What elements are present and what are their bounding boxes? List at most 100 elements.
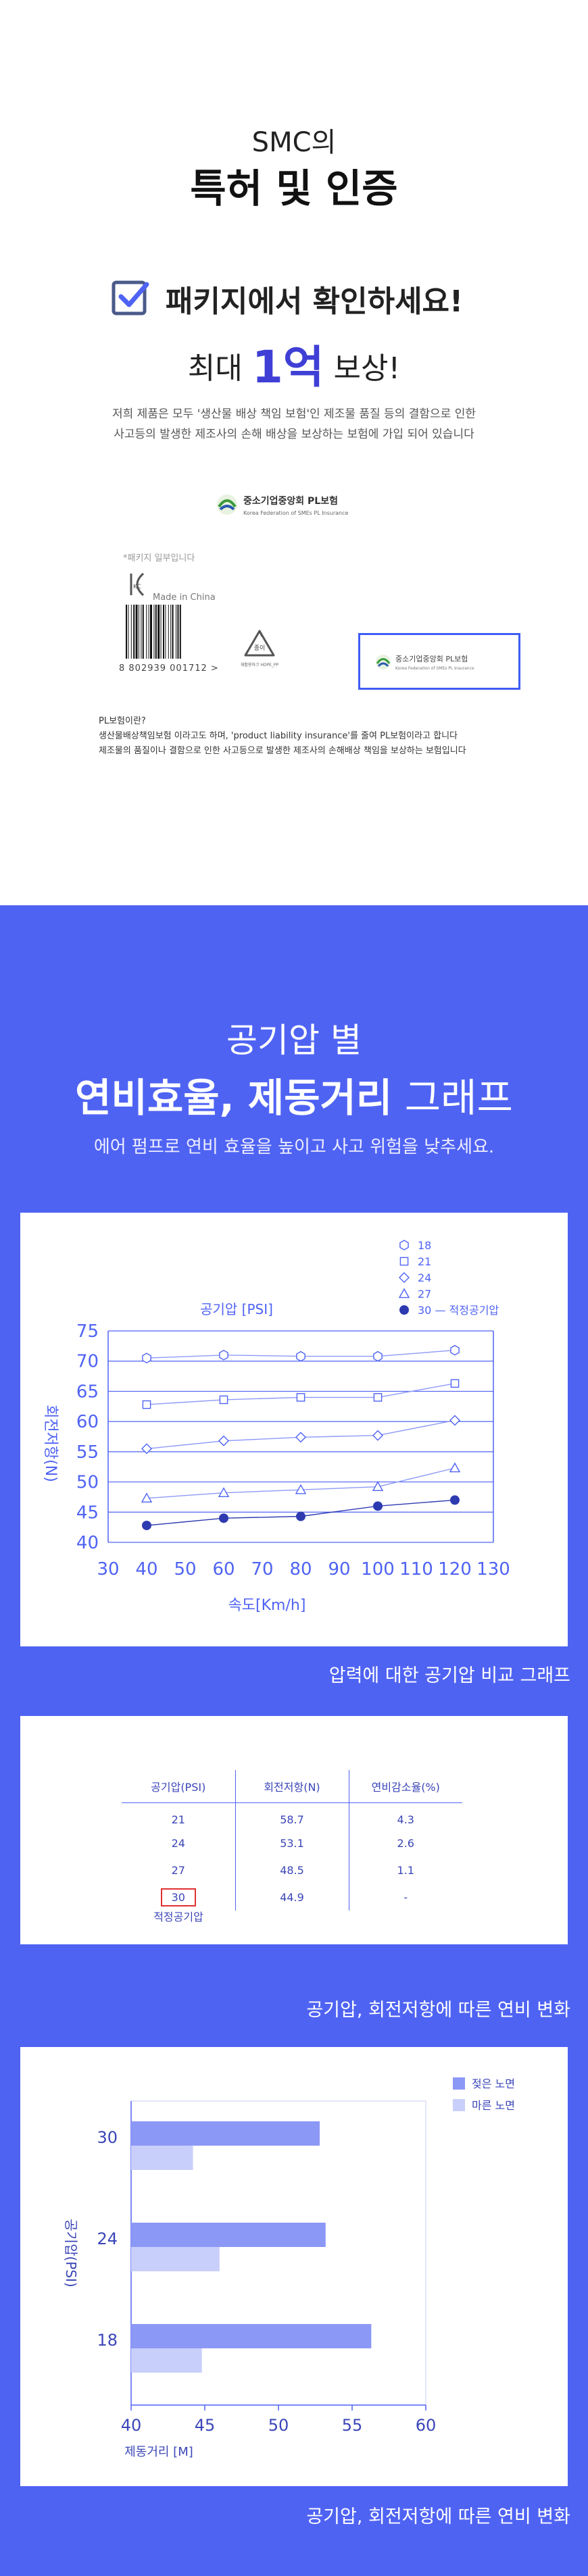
bar-마른 노면 <box>131 2247 220 2271</box>
x-tick-label: 45 <box>195 2416 216 2435</box>
data-point <box>450 1379 460 1388</box>
brand-label: SMC의 <box>251 127 337 158</box>
table-row: 21 58.7 4.3 <box>122 1802 462 1829</box>
barcode-bar <box>160 605 162 659</box>
x-tick-label: 40 <box>135 1559 157 1580</box>
x-tick-label: 55 <box>342 2416 363 2435</box>
table-cell-highlight: 30 <box>122 1884 235 1911</box>
pl-insurance-logo-small: 중소기업중앙회 PL보험 Korea Federation of SMEs PL… <box>376 655 474 671</box>
table-row: 24 53.1 2.6 <box>122 1829 462 1857</box>
svg-text:KC: KC <box>133 584 141 590</box>
barcode-bar <box>172 605 174 659</box>
legend-label: 24 <box>418 1271 431 1284</box>
reward-prefix: 최대 <box>187 351 252 386</box>
table-cell: 4.3 <box>348 1802 462 1829</box>
chart-caption-1: 압력에 대한 공기압 비교 그래프 <box>328 1665 570 1686</box>
data-point <box>141 1492 153 1503</box>
data-point <box>373 1501 383 1511</box>
legend-label: 젖은 노면 <box>472 2077 515 2090</box>
data-point <box>372 1430 383 1441</box>
svg-text:중소기업중앙회 PL보험: 중소기업중앙회 PL보험 <box>395 655 468 663</box>
svg-text:재활용마크 HDPE_PP: 재활용마크 HDPE_PP <box>241 662 279 667</box>
x-tick-label: 30 <box>97 1559 119 1580</box>
table-row: 30 44.9 - <box>122 1884 462 1911</box>
legend-marker <box>399 1272 410 1283</box>
bar-마른 노면 <box>131 2348 202 2373</box>
section-description: 에어 펌프로 연비 효율을 높이고 사고 위험을 낮추세요. <box>93 1137 495 1157</box>
table-header: 연비감소율(%) <box>348 1770 462 1803</box>
y-tick-label: 60 <box>76 1412 99 1432</box>
pressure-resistance-table: 공기압(PSI) 회전저항(N) 연비감소율(%) 21 58.7 4.3 24… <box>122 1770 462 1911</box>
table-cell: 48.5 <box>235 1857 349 1884</box>
package-note: *패키지 일부입니다 <box>123 553 195 563</box>
table-cell: 1.1 <box>348 1857 462 1884</box>
x-tick-label: 40 <box>121 2416 142 2435</box>
bar-젖은 노면 <box>131 2121 320 2146</box>
barcode-bar <box>153 605 155 659</box>
barcode-number: 8 802939 001712 > <box>119 663 219 674</box>
svg-text:Korea Federation of SMEs PL In: Korea Federation of SMEs PL Insurance <box>395 666 474 671</box>
package-check-heading: 패키지에서 확인하세요! <box>165 284 464 319</box>
barcode-bar <box>168 605 169 659</box>
bar-젖은 노면 <box>131 2223 326 2247</box>
data-point <box>295 1484 307 1494</box>
y-axis-label: 공기압(PSI) <box>63 2219 79 2287</box>
table-cell: 27 <box>171 1863 185 1877</box>
table-header: 회전저항(N) <box>235 1770 349 1803</box>
barcode-bar <box>165 605 166 659</box>
pl-insurance-explanation: PL보험이란? 생산물배상책임보험 이라고도 하며, 'product liab… <box>99 716 466 756</box>
legend-label: 21 <box>418 1255 431 1268</box>
table-cell: 21 <box>171 1813 185 1826</box>
x-tick-label: 50 <box>268 2416 289 2435</box>
y-tick-label: 40 <box>76 1533 99 1553</box>
x-tick-label: 90 <box>328 1559 350 1580</box>
legend-marker <box>399 1257 409 1266</box>
x-tick-label: 80 <box>289 1559 312 1580</box>
barcode-bar <box>179 605 181 659</box>
data-point <box>296 1350 305 1362</box>
legend-label: 18 <box>418 1239 431 1252</box>
series-27 <box>141 1462 461 1503</box>
x-tick-label: 60 <box>212 1559 235 1580</box>
certification-section: SMC의 특허 및 인증 패키지에서 확인하세요! 최대 1억 보상! 저희 제… <box>0 0 588 905</box>
legend-marker <box>399 1305 410 1315</box>
data-point <box>373 1350 383 1362</box>
chart-legend: 18 21 24 27 30 — 적정공기압 <box>398 1239 499 1317</box>
y-tick-label: 50 <box>76 1473 99 1493</box>
x-tick-label: 50 <box>174 1559 196 1580</box>
page-title: 특허 및 인증 <box>190 166 398 211</box>
chart-title: 공기압 [PSI] <box>200 1301 273 1317</box>
table-cell: 44.9 <box>235 1884 349 1911</box>
legend-label: 마른 노면 <box>472 2099 515 2112</box>
legend-swatch <box>453 2077 465 2090</box>
made-in-label: Made in China <box>153 592 216 603</box>
data-point <box>218 1435 229 1446</box>
series-30 — 적정공기압 <box>141 1495 460 1530</box>
barcode-bar <box>130 605 132 659</box>
y-tick-label: 24 <box>97 2229 118 2248</box>
legend-label: 30 — 적정공기압 <box>418 1304 499 1317</box>
legend-label: 27 <box>418 1288 431 1300</box>
data-point <box>142 1400 151 1409</box>
data-point <box>219 1395 228 1405</box>
table-header: 공기압(PSI) <box>122 1770 235 1803</box>
series-21 <box>142 1379 460 1409</box>
rolling-resistance-chart-card: 40 45 50 55 60 65 70 75 30 40 50 60 70 80 90 100 110 120 1… <box>20 1213 568 1646</box>
section-subtitle: 공기압 별 <box>226 1021 362 1060</box>
braking-distance-chart-card: 40 45 50 55 60 30 24 18 제동거리 [M] 공기압(PSI) 젖은 노면 마른 … <box>20 2047 568 2486</box>
series-18 <box>142 1344 460 1364</box>
bar-마른 노면 <box>131 2146 193 2170</box>
data-point <box>218 1487 230 1497</box>
data-point <box>373 1393 383 1402</box>
data-point <box>449 1415 460 1426</box>
braking-distance-bar-chart: 40 45 50 55 60 30 24 18 제동거리 [M] 공기압(PSI) 젖은 노면마른 … <box>63 2077 515 2459</box>
kc-certification-icon: KC <box>130 572 145 597</box>
barcode-bar <box>126 605 127 659</box>
data-point <box>141 1520 151 1530</box>
table-row: 27 48.5 1.1 <box>122 1857 462 1884</box>
x-tick-label: 130 <box>476 1559 510 1580</box>
x-axis-label: 제동거리 [M] <box>124 2445 193 2459</box>
data-point <box>141 1443 152 1455</box>
